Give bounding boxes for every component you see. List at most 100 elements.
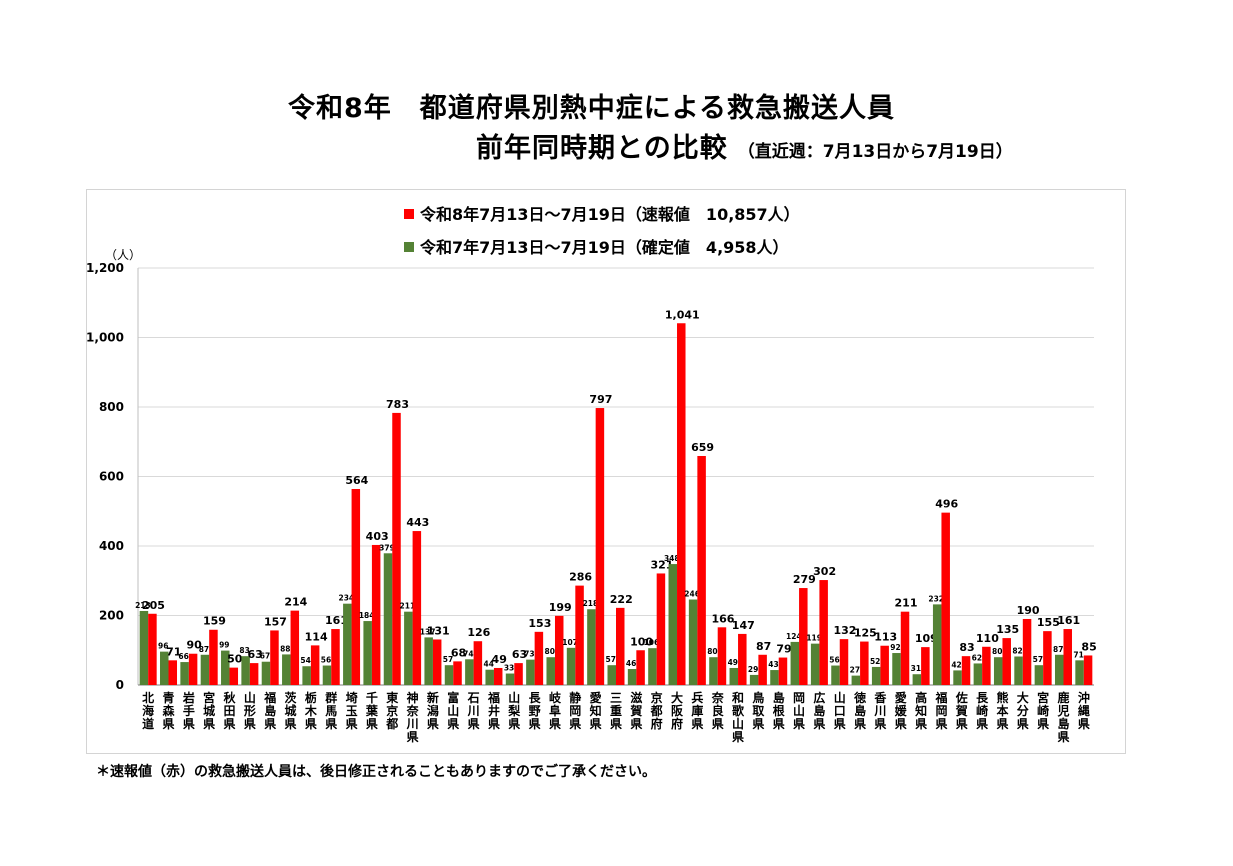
data-label-current: 68 (451, 646, 466, 659)
data-label-current: 114 (305, 630, 328, 643)
data-label-current: 1,041 (665, 308, 700, 321)
data-label-previous: 107 (562, 638, 578, 647)
data-label-previous: 99 (219, 641, 229, 650)
x-tick-label: 北海道 (142, 690, 154, 731)
y-tick-label: 200 (99, 609, 124, 623)
bar-current (799, 588, 808, 685)
bar-current (982, 646, 991, 685)
data-label-previous: 83 (239, 646, 249, 655)
data-label-previous: 49 (728, 658, 738, 667)
data-label-previous: 106 (644, 638, 660, 647)
x-tick-label: 奈良県 (711, 690, 725, 731)
bar-previous (729, 667, 739, 685)
bar-current (290, 610, 300, 685)
bar-current (880, 645, 889, 685)
chart-subtitle: 前年同時期との比較 (476, 133, 728, 164)
y-tick-label: 1,000 (86, 331, 124, 345)
data-label-current: 90 (186, 639, 202, 652)
bar-previous (1034, 665, 1044, 685)
bar-current (392, 412, 401, 685)
bar-current (1063, 629, 1072, 685)
bar-previous (566, 647, 576, 685)
data-label-previous: 73 (524, 650, 534, 659)
data-label-current: 205 (142, 599, 165, 612)
x-tick-label: 大分県 (1017, 690, 1029, 731)
bar-current (595, 408, 605, 685)
legend-label-previous: 令和7年7月13日～7月19日（確定値 4,958人） (420, 238, 789, 257)
x-tick-label: 愛媛県 (894, 690, 908, 731)
bar-previous (302, 666, 311, 685)
x-tick-label: 岩手県 (182, 690, 195, 731)
bar-current (514, 663, 523, 685)
bar-previous (241, 656, 250, 685)
bar-current (209, 629, 218, 685)
data-label-previous: 27 (850, 666, 860, 675)
data-label-previous: 124 (786, 632, 802, 641)
bar-current (616, 607, 625, 685)
bar-current (168, 660, 178, 685)
data-label-previous: 211 (400, 602, 416, 611)
bar-current (351, 489, 361, 685)
x-tick-label: 青森県 (163, 690, 176, 731)
x-tick-label: 京都府 (650, 690, 663, 731)
data-label-previous: 44 (483, 660, 493, 669)
legend-label-current: 令和8年7月13日～7月19日（速報値 10,857人） (420, 205, 800, 224)
bar-previous (587, 609, 596, 685)
data-label-current: 302 (813, 565, 836, 578)
bar-current (575, 585, 584, 685)
x-tick-label: 石川県 (467, 691, 480, 731)
data-label-previous: 232 (928, 594, 944, 603)
data-label-previous: 62 (972, 653, 982, 662)
bar-current (819, 580, 828, 685)
x-tick-label: 兵庫県 (691, 690, 703, 731)
data-label-current: 147 (732, 619, 755, 632)
data-label-current: 659 (691, 441, 714, 454)
data-label-previous: 218 (583, 599, 599, 608)
x-tick-label: 滋賀県 (629, 690, 642, 731)
data-label-previous: 87 (199, 645, 209, 654)
data-label-previous: 42 (951, 660, 961, 669)
data-label-current: 153 (528, 617, 551, 630)
y-tick-label: 800 (99, 400, 124, 414)
x-tick-label: 静岡県 (569, 690, 581, 731)
x-tick-label: 神奈川県 (406, 690, 420, 744)
bar-previous (546, 657, 555, 685)
data-label-previous: 80 (707, 647, 717, 656)
bar-previous (953, 670, 962, 685)
bar-previous (790, 641, 800, 685)
bar-current (453, 661, 462, 685)
x-tick-label: 広島県 (813, 690, 825, 731)
bar-current (636, 650, 645, 685)
bar-previous (932, 604, 942, 685)
data-label-current: 49 (492, 653, 507, 666)
data-label-previous: 57 (606, 655, 616, 664)
data-label-current: 564 (345, 474, 368, 487)
x-tick-label: 徳島県 (853, 690, 866, 731)
x-tick-label: 沖縄県 (1078, 690, 1090, 731)
y-tick-label: 1,200 (86, 261, 124, 275)
bar-current (331, 629, 340, 685)
data-label-current: 157 (264, 615, 287, 628)
data-label-current: 100 (630, 635, 653, 648)
data-label-current: 496 (935, 498, 958, 511)
x-tick-label: 佐賀県 (955, 690, 968, 731)
bar-previous (363, 621, 372, 685)
data-label-previous: 87 (1053, 645, 1063, 654)
bar-current (148, 613, 157, 685)
data-label-current: 132 (834, 624, 857, 637)
data-label-previous: 379 (379, 543, 395, 552)
bar-current (738, 633, 747, 685)
bar-previous (1075, 660, 1084, 685)
data-label-current: 113 (874, 631, 897, 644)
data-label-previous: 88 (280, 644, 290, 653)
x-tick-label: 三重県 (610, 691, 622, 731)
bar-current (249, 663, 259, 685)
x-tick-label: 東京都 (385, 690, 398, 731)
data-label-current: 63 (512, 648, 527, 661)
x-tick-label: 長野県 (529, 690, 542, 731)
legend-item-previous: 令和7年7月13日～7月19日（確定値 4,958人） (404, 234, 789, 258)
x-tick-label: 栃木県 (304, 690, 318, 731)
bar-current (758, 654, 767, 685)
data-label-previous: 54 (300, 656, 310, 665)
data-label-current: 87 (756, 640, 771, 653)
